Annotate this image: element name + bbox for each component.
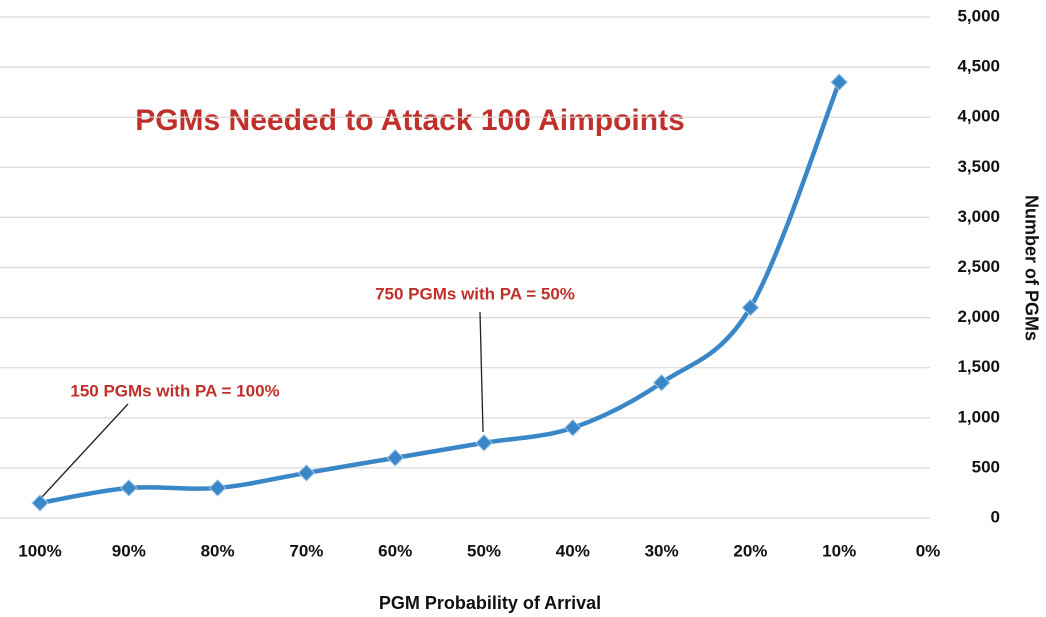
y-tick-label: 3,000 [957, 207, 1000, 226]
annotation-leader [41, 403, 129, 498]
data-point [297, 464, 316, 482]
y-tick-label: 1,000 [957, 407, 1000, 426]
x-tick-label: 60% [378, 541, 412, 560]
data-point [31, 494, 49, 512]
y-tick-label: 500 [972, 457, 1000, 476]
data-point [386, 449, 404, 467]
x-tick-label: 40% [556, 541, 590, 560]
y-tick-label: 1,500 [957, 357, 1000, 376]
x-tick-label: 30% [645, 541, 679, 560]
data-point [120, 479, 138, 497]
data-point [741, 298, 760, 317]
y-tick-label: 4,500 [957, 57, 1000, 76]
annotation: 150 PGMs with PA = 100% [70, 381, 279, 400]
annotation-leader [479, 311, 484, 433]
x-tick-label: 70% [289, 541, 323, 560]
x-tick-label: 50% [467, 541, 501, 560]
annotation: 750 PGMs with PA = 50% [375, 284, 575, 303]
x-tick-label: 10% [822, 541, 856, 560]
grid [0, 16, 930, 519]
y-axis-title: Number of PGMs [1021, 195, 1041, 341]
x-tick-label: 90% [112, 541, 146, 560]
data-point [564, 419, 582, 437]
x-axis-title: PGM Probability of Arrival [379, 593, 601, 613]
data-point [652, 374, 671, 392]
data-point [830, 73, 848, 91]
y-tick-label: 5,000 [957, 6, 1000, 25]
chart-title: PGMs Needed to Attack 100 Aimpoints [135, 104, 685, 137]
data-point [208, 479, 227, 497]
x-tick-label: 100% [18, 541, 61, 560]
x-tick-label: 0% [916, 541, 941, 560]
data-point [475, 434, 493, 452]
y-tick-label: 0 [991, 507, 1000, 526]
y-tick-label: 2,500 [957, 257, 1000, 276]
y-tick-label: 4,000 [957, 107, 1000, 126]
x-tick-label: 20% [733, 541, 767, 560]
y-tick-label: 3,500 [957, 157, 1000, 176]
y-tick-label: 2,000 [957, 307, 1000, 326]
x-tick-label: 80% [201, 541, 235, 560]
